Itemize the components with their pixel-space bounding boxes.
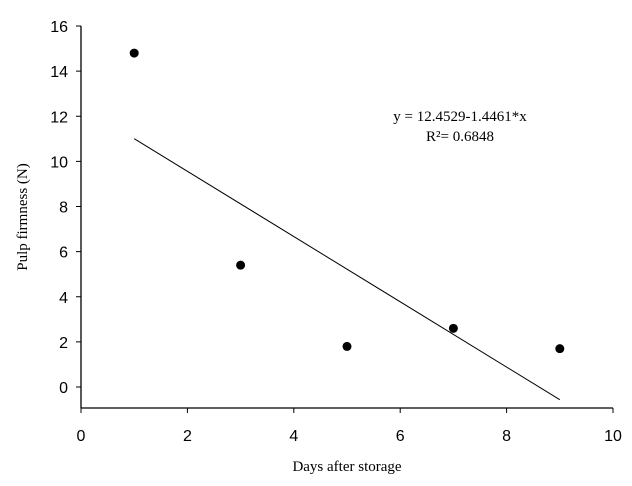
data-point [236, 260, 246, 270]
axes: 0 2 4 6 8 10 12 14 16 0 2 4 6 8 10 [50, 19, 622, 445]
x-tick-label: 6 [396, 428, 405, 445]
x-tick-label: 10 [604, 428, 622, 445]
data-point [555, 344, 565, 354]
y-axis-title: Pulp firmness (N) [15, 163, 31, 271]
r-squared-label: R²= 0.6848 [426, 129, 494, 145]
y-tick-label: 8 [59, 200, 68, 217]
y-tick-label: 12 [50, 109, 68, 126]
x-tick-label: 2 [183, 428, 192, 445]
regression-line [133, 138, 561, 401]
x-ticks: 0 2 4 6 8 10 [77, 408, 622, 445]
y-tick-label: 16 [50, 19, 68, 36]
y-tick-label: 2 [59, 335, 68, 352]
y-tick-label: 14 [50, 64, 68, 81]
data-points [129, 48, 565, 354]
y-tick-label: 10 [50, 154, 68, 171]
y-ticks: 0 2 4 6 8 10 12 14 16 [50, 19, 81, 397]
y-tick-label: 0 [59, 380, 68, 397]
regression-equation: y = 12.4529-1.4461*x [393, 109, 527, 125]
x-tick-label: 0 [77, 428, 86, 445]
data-point [342, 341, 352, 351]
data-point [129, 48, 139, 58]
data-point [448, 323, 458, 333]
x-tick-label: 4 [289, 428, 298, 445]
x-axis-title: Days after storage [292, 459, 401, 475]
x-tick-label: 8 [502, 428, 511, 445]
y-tick-label: 6 [59, 245, 68, 262]
y-tick-label: 4 [59, 290, 68, 307]
